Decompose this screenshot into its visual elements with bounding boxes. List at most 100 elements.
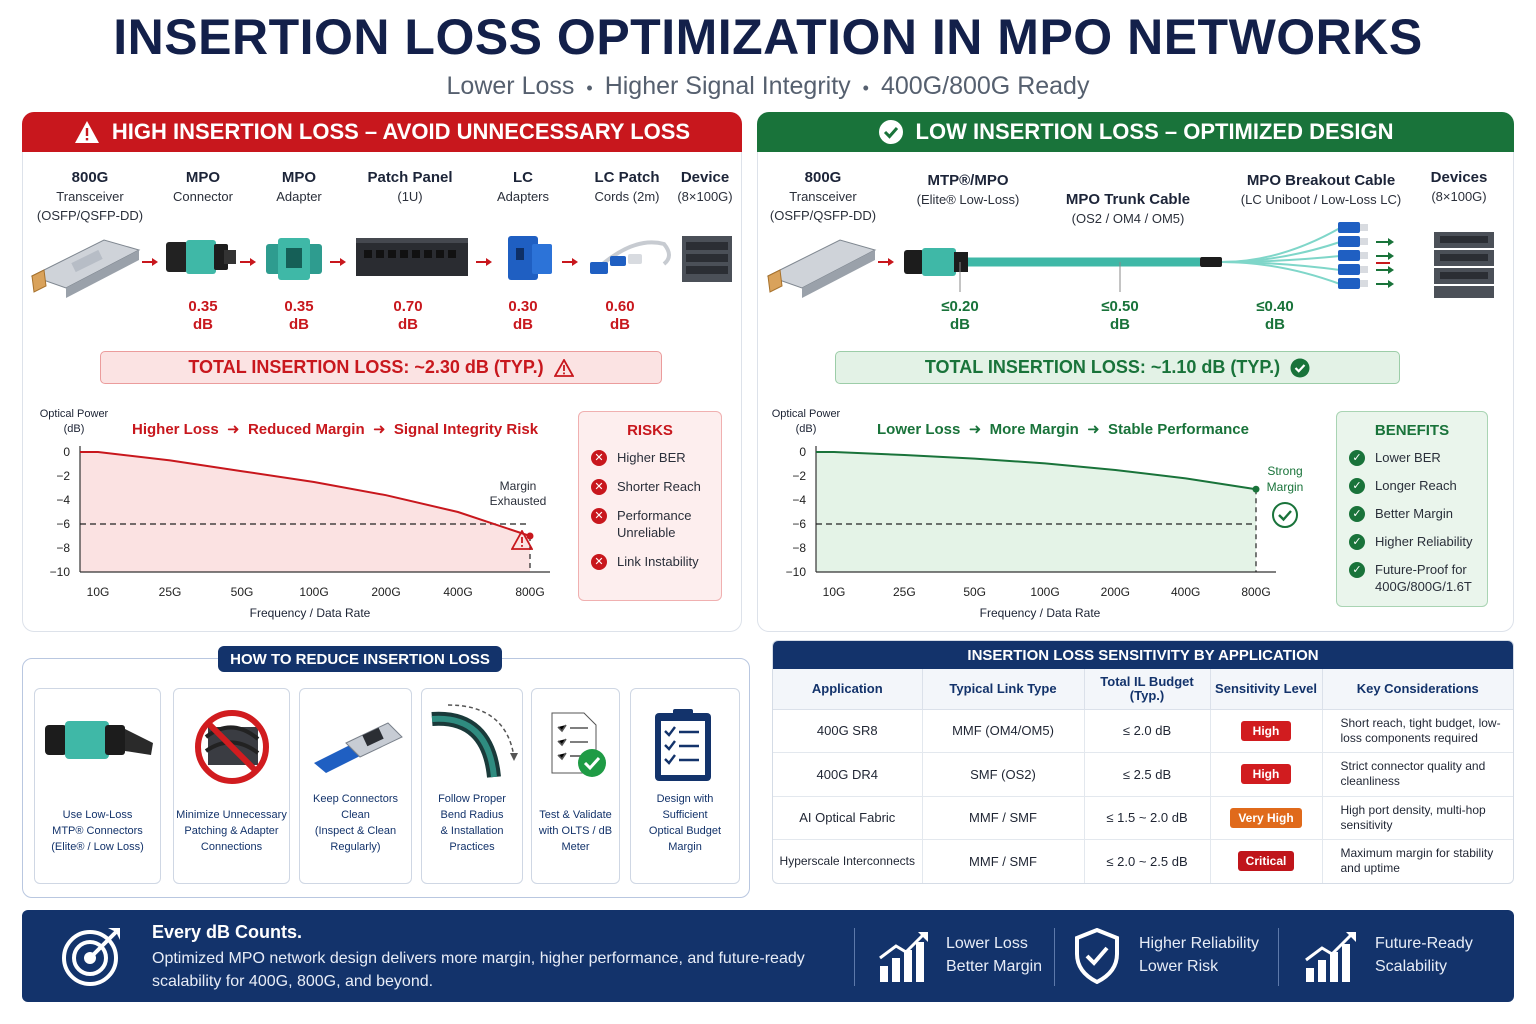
check-icon: ✓ [1349,506,1365,522]
chart-ylabel: Optical Power (dB) [771,408,841,435]
component-label: MTP®/MPO (Elite® Low-Loss) [916,172,1020,207]
chart-area-fill [80,452,530,572]
loss-value: 0.35 dB [284,298,314,333]
breakout-fanout [1221,227,1341,285]
warning-icon [553,358,574,377]
low-loss-chart: 0 −2 −4 −6 −8 −10 10G 25G 50G 100G 200G 400G 800G [786,445,1276,599]
transceiver-icon [30,239,141,298]
benefit-item: ✓ Longer Reach [1349,477,1475,494]
component-label: MPO Connector [173,169,233,204]
table-row: 400G SR8 MMF (OM4/OM5) ≤ 2.0 dB High Short r… [773,709,1513,753]
budget-cell: ≤ 2.0 dB [1084,709,1211,753]
mtp-connector-icon [904,248,968,276]
tip-card: Use Low-Loss MTP® Connectors (Elite® / Low… [34,688,161,884]
low-flow-line: Lower Loss ➜ More Margin ➜ Stable Perfor… [877,421,1249,438]
chart-area-fill [816,452,1256,572]
benefits-box: BENEFITS ✓ Lower BER ✓ Longer Reach ✓ Bette… [1336,411,1488,607]
footer-item: Future-Ready Scalability [1375,935,1473,975]
link-type-cell: SMF (OS2) [922,752,1085,797]
sensitivity-cell: Critical [1210,839,1323,883]
tip-text: Minimize Unnecessary Patching & Adapter Co… [176,809,287,853]
considerations-cell: High port density, multi-hop sensitivity [1322,796,1513,840]
sensitivity-cell: Very High [1210,796,1323,840]
column-header: Sensitivity Level [1210,669,1323,710]
low-total-loss: TOTAL INSERTION LOSS: ~1.10 dB (TYP.) [835,351,1400,384]
mpo-adapter-icon [266,238,322,280]
x-tick-label: 200G [371,585,400,599]
end-point [526,532,534,540]
loss-value: 0.35 dB [188,298,218,333]
sensitivity-cell: High [1210,709,1323,753]
risks-box: RISKS ✕ Higher BER ✕ Shorter Reach ✕ Perfor… [578,411,722,601]
column-header: Key Considerations [1322,669,1513,710]
tip-text: Keep Connectors Clean (Inspect & Clean Re… [313,793,398,853]
component-label: MPO Adapter [276,169,322,204]
lc-uniboot-connectors [1338,222,1368,289]
clipboard-icon [655,709,711,781]
application-cell: AI Optical Fabric [773,796,923,840]
footer-divider [854,928,855,986]
benefit-item: ✓ Lower BER [1349,449,1475,466]
total-loss-text: TOTAL INSERTION LOSS: ~1.10 dB (TYP.) [924,357,1281,377]
table-header-row: Application Typical Link Type Total IL B… [773,669,1513,710]
x-tick-label: 25G [159,585,182,599]
application-cell: 400G DR4 [773,752,923,797]
loss-value: ≤0.40 dB [1256,298,1294,333]
mpo-connector-icon [45,721,153,759]
check-icon: ✓ [1349,534,1365,550]
x-tick-label: 50G [231,585,254,599]
x-icon: ✕ [591,508,607,524]
y-tick-label: −8 [792,541,806,555]
risk-item: ✕ Link Instability [591,553,709,570]
subtitle-item: Lower Loss [446,72,575,100]
tip-card: Minimize Unnecessary Patching & Adapter Co… [173,688,290,884]
y-tick-label: −6 [56,517,70,531]
risks-title: RISKS [627,422,673,439]
y-tick-label: −10 [786,565,807,579]
series-line [80,451,531,537]
tip-text: Use Low-Loss MTP® Connectors (Elite® / Low… [51,809,144,853]
budget-cell: ≤ 2.5 dB [1084,752,1211,797]
bullet-separator: • [586,78,593,98]
sensitivity-badge: High [1241,720,1291,741]
shield-check-icon [1075,928,1119,984]
column-header: Application [773,669,923,710]
growth-chart-icon [879,932,928,982]
application-cell: 400G SR8 [773,709,923,753]
high-loss-header: HIGH INSERTION LOSS – AVOID UNNECESSARY … [22,112,742,152]
bend-radius-icon [431,704,518,778]
loss-value: ≤0.50 dB [1101,298,1139,333]
page-subtitle: Lower Loss • Higher Signal Integrity • 400G/… [0,72,1536,101]
benefit-item: ✓ Better Margin [1349,505,1475,522]
sensitivity-table-title: INSERTION LOSS SENSITIVITY BY APPLICATIO… [773,641,1513,669]
x-tick-label: 100G [299,585,328,599]
footer-divider [1054,928,1055,986]
risk-item: ✕ Performance Unreliable [591,507,709,541]
mpo-connector-icon [166,240,236,274]
margin-exhausted-annotation: Margin Exhausted [489,479,547,508]
table-row: AI Optical Fabric MMF / SMF ≤ 1.5 ~ 2.0 dB… [773,796,1513,840]
check-circle-icon [1290,358,1310,377]
x-tick-label: 100G [1030,585,1059,599]
x-tick-label: 10G [87,585,110,599]
application-cell: Hyperscale Interconnects [773,839,923,883]
x-tick-label: 50G [963,585,986,599]
sensitivity-table: INSERTION LOSS SENSITIVITY BY APPLICATIO… [772,640,1514,884]
test-checklist-icon [551,712,606,777]
high-loss-header-text: HIGH INSERTION LOSS – AVOID UNNECESSARY … [111,119,691,144]
component-label: MPO Trunk Cable (OS2 / OM4 / OM5) [1065,191,1191,226]
sensitivity-badge: Very High [1230,807,1302,828]
budget-cell: ≤ 2.0 ~ 2.5 dB [1084,839,1211,883]
target-icon [62,928,120,986]
check-icon: ✓ [1349,450,1365,466]
check-icon: ✓ [1349,562,1365,578]
benefit-item: ✓ Future-Proof for 400G/800G/1.6T [1349,561,1475,595]
growth-chart-icon [1305,932,1356,982]
sensitivity-badge: Critical [1237,851,1295,872]
component-label: MPO Breakout Cable (LC Uniboot / Low-Loss… [1240,172,1402,207]
benefits-title: BENEFITS [1374,422,1450,439]
loss-value: 0.70 dB [393,298,423,333]
y-tick-label: −2 [792,469,806,483]
x-tick-label: 25G [893,585,916,599]
reduce-loss-title: HOW TO REDUCE INSERTION LOSS [218,646,502,672]
